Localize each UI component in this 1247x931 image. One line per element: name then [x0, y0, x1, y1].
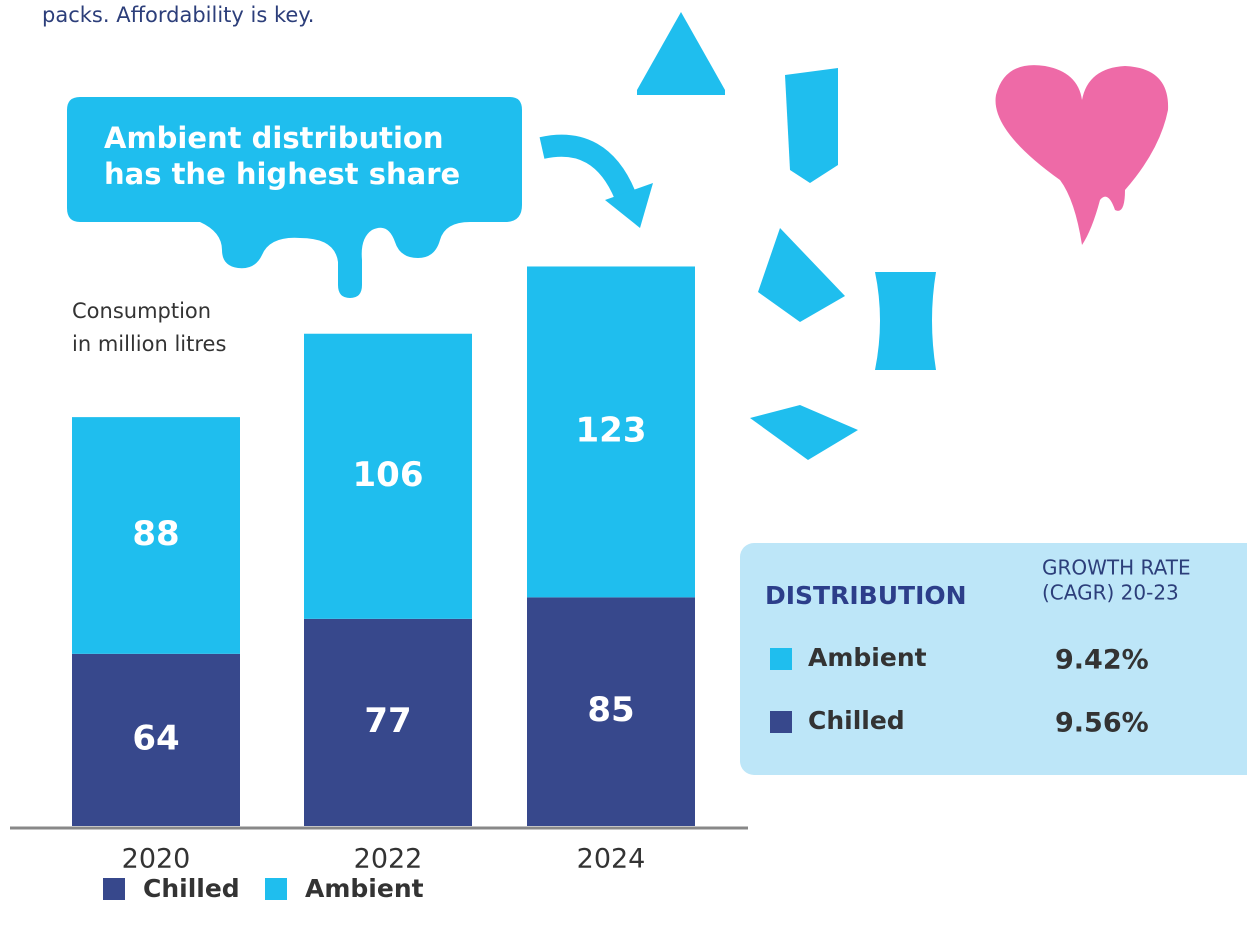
packs [637, 12, 1168, 460]
row-rate: 9.56% [1055, 708, 1149, 739]
legend-swatch [265, 878, 287, 900]
legend-label: Chilled [143, 874, 240, 903]
y-axis-label: in million litres [72, 332, 226, 356]
arrow [542, 146, 625, 195]
pack [758, 228, 845, 322]
data-label: 106 [353, 455, 424, 495]
callout-text: Ambient distribution [104, 121, 443, 155]
legend-swatch [770, 648, 792, 670]
x-tick-label: 2022 [354, 844, 423, 875]
data-label: 85 [587, 690, 634, 730]
legend-swatch [770, 711, 792, 733]
row-name: Ambient [808, 643, 927, 672]
panel-title: DISTRIBUTION [765, 581, 967, 610]
growth-header: GROWTH RATE [1042, 556, 1191, 580]
data-label: 88 [132, 514, 179, 554]
pack [637, 12, 725, 90]
data-label: 77 [364, 701, 411, 741]
row-rate: 9.42% [1055, 645, 1149, 676]
x-tick-label: 2024 [577, 844, 646, 875]
pack [750, 405, 858, 460]
pack [785, 68, 838, 183]
pack [637, 90, 725, 95]
growth-header: (CAGR) 20-23 [1042, 581, 1179, 605]
legend-label: Ambient [305, 874, 424, 903]
callout: Ambient distribution has the highest sha… [67, 97, 522, 298]
data-label: 64 [132, 718, 179, 758]
heart [996, 65, 1169, 245]
intro-text: packs. Affordability is key. [42, 3, 314, 27]
callout-text: has the highest share [104, 157, 460, 191]
legend-swatch [103, 878, 125, 900]
y-axis-label: Consumption [72, 299, 211, 323]
row-name: Chilled [808, 706, 905, 735]
data-label: 123 [576, 410, 647, 450]
pack [875, 272, 936, 370]
chart: Consumption in million litres 64 88 2020 77… [10, 266, 748, 903]
infographic: packs. Affordability is key. Ambient dis… [0, 0, 1247, 931]
x-tick-label: 2020 [122, 844, 191, 875]
